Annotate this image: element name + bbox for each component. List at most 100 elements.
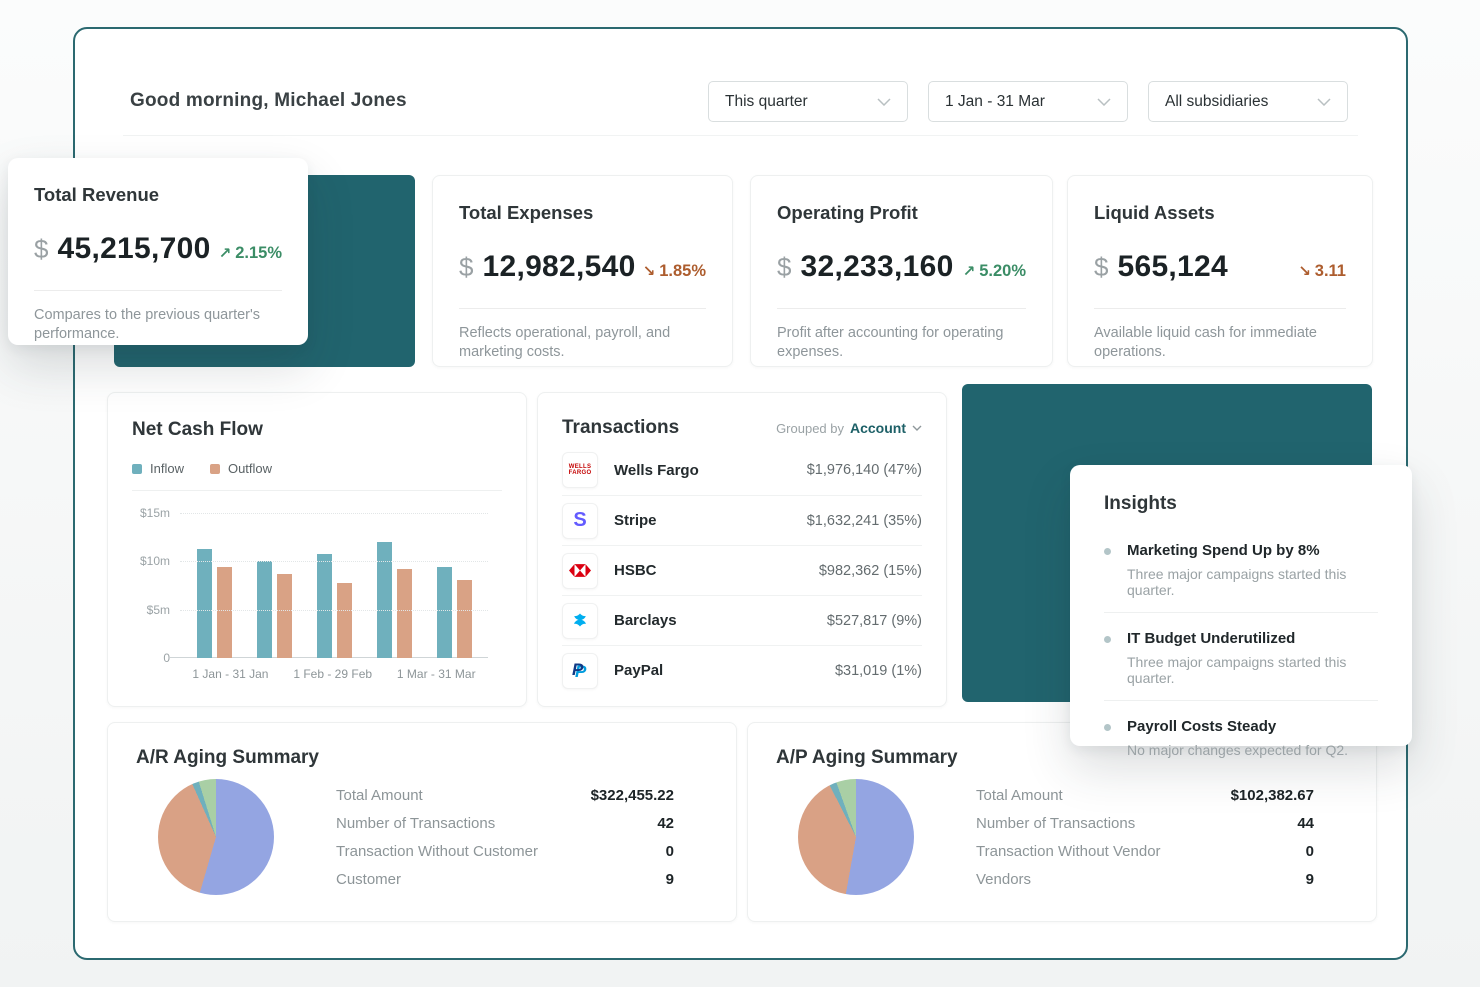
stat-label: Number of Transactions <box>976 814 1136 832</box>
insight-description: Three major campaigns started this quart… <box>1127 566 1347 598</box>
hsbc-logo-icon <box>562 552 598 589</box>
transaction-name: Stripe <box>614 512 657 529</box>
stat-value: 9 <box>665 870 674 888</box>
total-revenue-floating-card: Total Revenue $ 45,215,700 ↗ 2.15% Compar… <box>8 158 308 345</box>
kpi-title: Liquid Assets <box>1094 202 1215 223</box>
currency-symbol: $ <box>459 252 474 282</box>
transaction-amount: $1,632,241 (35%) <box>806 512 922 529</box>
trend-arrow-icon: ↘ <box>1298 263 1311 280</box>
x-axis-tick-label: 1 Jan - 31 Jan <box>192 667 269 681</box>
y-axis-tick-label: 0 <box>163 651 170 665</box>
y-axis: $15m $10m $5m 0 <box>132 506 180 665</box>
stat-row: Customer 9 <box>336 865 674 893</box>
chart-legend: Inflow Outflow <box>132 461 502 476</box>
filter-dropdown-value: This quarter <box>725 92 808 110</box>
outflow-bar <box>336 582 352 658</box>
stat-label: Customer <box>336 870 402 888</box>
trend-arrow-icon: ↗ <box>218 245 232 262</box>
kpi-card-liquid-assets: Liquid Assets $ 565,124 ↘ 3.11 Available … <box>1067 175 1373 367</box>
stripe-logo-icon: S <box>562 502 598 539</box>
insight-text: Payroll Costs Steady No major changes exp… <box>1127 718 1348 758</box>
stat-row: Number of Transactions 44 <box>976 809 1314 837</box>
grouped-by-label: Grouped by <box>776 420 844 436</box>
transaction-row-paypal[interactable]: P P PayPal $31,019 (1%) <box>562 645 922 695</box>
wells-fargo-logo-icon: WELLS FARGO <box>562 452 598 488</box>
trend-arrow-icon: ↘ <box>642 263 656 280</box>
barclays-logo-icon <box>562 602 598 639</box>
grouped-by-control[interactable]: Grouped by Account <box>776 420 922 436</box>
insights-floating-card: Insights Marketing Spend Up by 8% Three m… <box>1070 465 1412 758</box>
insight-item: Payroll Costs Steady No major changes exp… <box>1104 700 1378 772</box>
chevron-down-icon <box>912 425 922 431</box>
trend-indicator: ↘ 3.11 <box>1298 262 1346 281</box>
outflow-bar <box>396 569 412 658</box>
ar-aging-pie-chart <box>158 779 274 895</box>
stat-value: 9 <box>1305 870 1314 888</box>
stat-label: Total Amount <box>336 786 423 804</box>
trend-arrow-icon: ↗ <box>962 263 976 280</box>
transactions-list: WELLS FARGO Wells Fargo $1,976,140 (47%) S St… <box>562 445 922 695</box>
transaction-row-wells-fargo[interactable]: WELLS FARGO Wells Fargo $1,976,140 (47%) <box>562 445 922 495</box>
y-axis-tick-label: $15m <box>139 506 170 520</box>
transaction-amount: $1,976,140 (47%) <box>806 462 922 478</box>
transaction-name: PayPal <box>614 662 664 679</box>
ar-aging-stats: Total Amount $322,455.22 Number of Transac… <box>336 781 674 893</box>
kpi-description: Profit after accounting for operating ex… <box>777 325 1004 360</box>
inflow-bar <box>316 553 332 658</box>
kpi-value: 12,982,540 <box>482 250 636 283</box>
legend-label: Outflow <box>227 461 273 476</box>
ap-aging-pie-chart <box>798 779 914 895</box>
dashboard-container: Good morning, Michael Jones This quarter… <box>73 27 1408 960</box>
y-axis-tick-label: $10m <box>139 554 170 569</box>
insight-description: Three major campaigns started this quart… <box>1127 654 1347 686</box>
gridline <box>180 513 488 514</box>
x-axis-tick-label: 1 Feb - 29 Feb <box>293 667 373 681</box>
kpi-card-total-expenses: Total Expenses $ 12,982,540 ↘ 1.85% Refle… <box>432 175 733 367</box>
bar-group <box>436 567 472 658</box>
stat-value: 44 <box>1297 814 1314 832</box>
cashflow-plot <box>170 513 488 658</box>
transaction-row-barclays[interactable]: Barclays $527,817 (9%) <box>562 595 922 645</box>
inflow-bar <box>436 567 452 658</box>
insight-item: Marketing Spend Up by 8% Three major camp… <box>1104 525 1378 612</box>
stat-label: Transaction Without Vendor <box>976 842 1161 860</box>
stat-value: $322,455.22 <box>590 786 674 804</box>
x-axis-labels: 1 Jan - 31 Jan 1 Feb - 29 Feb 1 Mar - 31 M… <box>180 667 488 681</box>
filter-dropdown-all-subsidiaries[interactable]: All subsidiaries <box>1148 81 1348 122</box>
currency-symbol: $ <box>1094 252 1109 282</box>
stat-label: Transaction Without Customer <box>336 842 539 860</box>
chevron-down-icon <box>1317 97 1331 106</box>
stat-value: 0 <box>1305 842 1314 860</box>
transactions-card: Transactions Grouped by Account WELLS FAR… <box>537 392 947 707</box>
currency-symbol: $ <box>34 234 49 264</box>
stat-label: Vendors <box>976 870 1032 888</box>
stat-row: Total Amount $102,382.67 <box>976 781 1314 809</box>
filter-dropdown-value: 1 Jan - 31 Mar <box>945 92 1045 110</box>
transaction-row-stripe[interactable]: S Stripe $1,632,241 (35%) <box>562 495 922 545</box>
outflow-bar <box>216 567 232 658</box>
kpi-title: Total Expenses <box>459 202 594 223</box>
ar-aging-title: A/R Aging Summary <box>136 747 319 768</box>
filter-dropdown-1-jan-31-mar[interactable]: 1 Jan - 31 Mar <box>928 81 1128 122</box>
ap-aging-stats: Total Amount $102,382.67 Number of Transac… <box>976 781 1314 893</box>
trend-value: 3.11 <box>1314 262 1346 280</box>
greeting-text: Good morning, Michael Jones <box>130 90 407 111</box>
ap-aging-title: A/P Aging Summary <box>776 747 958 768</box>
kpi-title: Operating Profit <box>777 202 918 223</box>
transactions-title: Transactions <box>562 417 680 438</box>
filter-dropdown-this-quarter[interactable]: This quarter <box>708 81 908 122</box>
bullet-icon <box>1104 548 1111 555</box>
net-cash-flow-title: Net Cash Flow <box>132 419 263 440</box>
gridline <box>180 609 488 611</box>
ar-aging-summary-card: A/R Aging Summary Total Amount $322,455.2… <box>107 722 737 922</box>
stat-row: Total Amount $322,455.22 <box>336 781 674 809</box>
y-axis-tick-label: $5m <box>146 602 170 617</box>
stat-row: Number of Transactions 42 <box>336 809 674 837</box>
divider <box>132 490 502 491</box>
transaction-row-hsbc[interactable]: HSBC $982,362 (15%) <box>562 545 922 595</box>
kpi-description: Reflects operational, payroll, and marke… <box>459 325 671 360</box>
insight-title: Marketing Spend Up by 8% <box>1127 542 1320 559</box>
legend-item-outflow: Outflow <box>209 461 273 476</box>
kpi-value: 565,124 <box>1117 250 1229 283</box>
